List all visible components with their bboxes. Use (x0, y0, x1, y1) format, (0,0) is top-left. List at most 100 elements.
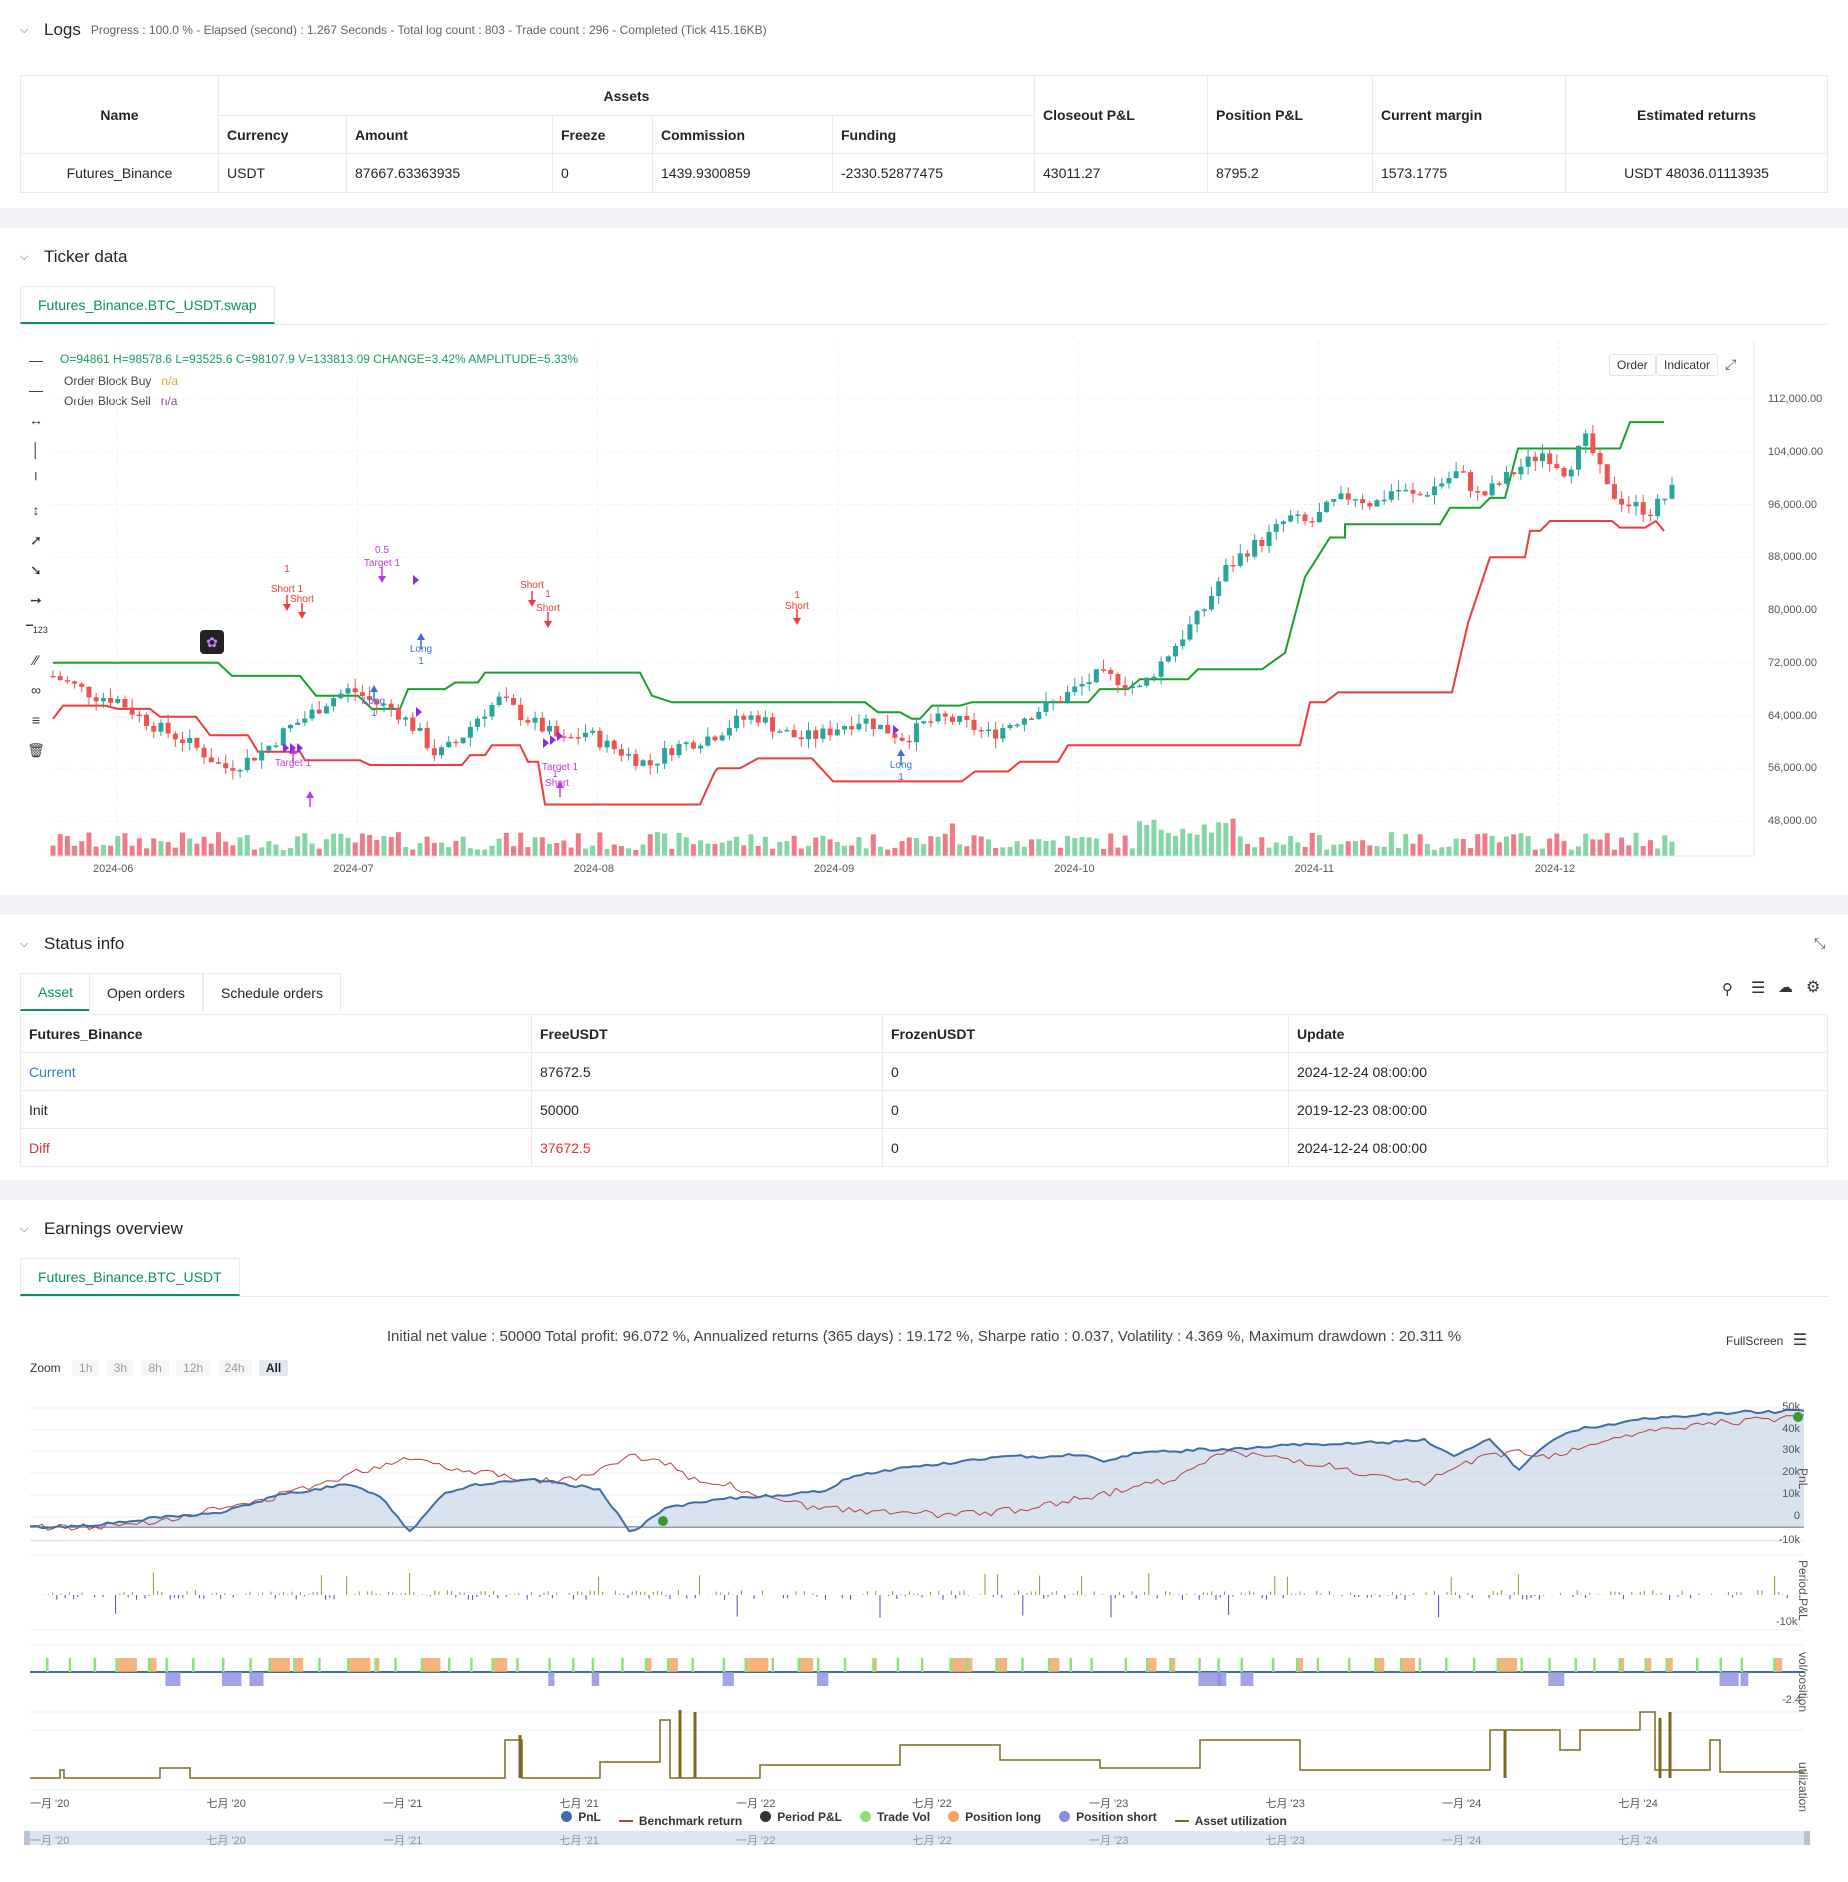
status-header[interactable]: ⌵ Status info (20, 934, 124, 954)
volume-bar (1316, 835, 1322, 856)
axis-title: PnL (1796, 1468, 1810, 1490)
cell-funding: -2330.52877475 (832, 153, 1035, 193)
extended-line-icon[interactable]: ➙ (30, 592, 42, 608)
trade-vol-bar (347, 1658, 350, 1672)
legend-order-block-buy[interactable]: Order Block Buy n/a (64, 371, 178, 391)
row-label-diff: Diff (20, 1128, 532, 1167)
ticker-header[interactable]: ⌵ Ticker data (20, 247, 127, 267)
logs-header[interactable]: ⌵ Logs Progress : 100.0 % - Elapsed (sec… (20, 20, 767, 40)
chevron-down-icon[interactable]: ⌵ (20, 1223, 29, 1235)
volume-bar (345, 837, 351, 856)
trade-vol-bar (1240, 1658, 1244, 1672)
legend-item[interactable]: Position short (1059, 1810, 1157, 1824)
price-label-icon[interactable]: ▔123 (26, 625, 48, 635)
axis-title: vol/position (1796, 1652, 1810, 1713)
pnl-area (30, 1409, 1804, 1532)
legend-label: Trade Vol (876, 1809, 931, 1824)
candle-body (1619, 498, 1625, 505)
volume-bar (1187, 833, 1193, 856)
tab-earnings-symbol[interactable]: Futures_Binance.BTC_USDT (20, 1258, 240, 1296)
expand-icon[interactable]: ⤢ (1725, 356, 1737, 372)
navigator-handle-left[interactable] (24, 1831, 30, 1845)
chevron-down-icon[interactable]: ⌵ (20, 24, 29, 36)
candle-body (1180, 639, 1186, 646)
ray-line-icon[interactable]: ➘ (30, 562, 42, 578)
collapse-icon[interactable]: ⤡ (1814, 935, 1826, 951)
trade-vol-bar (920, 1658, 924, 1672)
legend-item[interactable]: Benchmark return (618, 1814, 742, 1828)
navigator-handle-right[interactable] (1804, 1831, 1810, 1845)
position-short-block (1548, 1672, 1565, 1686)
tab-ticker-symbol[interactable]: Futures_Binance.BTC_USDT.swap (20, 286, 275, 324)
delete-icon[interactable]: 🗑 (27, 742, 45, 758)
horizontal-ray-icon[interactable]: — (29, 352, 43, 368)
candle-body (777, 731, 783, 733)
tab-schedule-orders[interactable]: Schedule orders (203, 973, 341, 1011)
volume-bar (690, 844, 696, 856)
order-button[interactable]: Order (1609, 354, 1656, 376)
arrow-line-icon[interactable]: ↔ (29, 412, 43, 428)
candle-body (1496, 483, 1502, 485)
zoom-1h[interactable]: 1h (72, 1360, 100, 1376)
row-label-current[interactable]: Current (20, 1052, 532, 1091)
cloud-download-icon[interactable]: ☁ (1778, 979, 1793, 996)
gear-icon[interactable]: ⚙ (1806, 979, 1821, 996)
candle-body (64, 680, 70, 682)
horizontal-line-icon[interactable]: ― (29, 382, 43, 398)
chevron-down-icon[interactable]: ⌵ (20, 251, 29, 263)
legend-item[interactable]: Asset utilization (1174, 1814, 1287, 1828)
chevron-down-icon[interactable]: ⌵ (20, 938, 29, 950)
zoom-3h[interactable]: 3h (106, 1360, 135, 1376)
time-tick: 一月 '24 (1442, 1798, 1482, 1810)
tab-open-orders[interactable]: Open orders (89, 973, 203, 1011)
volume-bar (913, 838, 919, 856)
position-short-block (1198, 1672, 1222, 1686)
candle-body (345, 688, 351, 694)
fullscreen-button[interactable]: FullScreen ☰ (1726, 1330, 1807, 1350)
earnings-header[interactable]: ⌵ Earnings overview (20, 1219, 183, 1239)
zoom-12h[interactable]: 12h (176, 1360, 211, 1376)
volume-bar (640, 844, 646, 856)
legend-item[interactable]: Position long (948, 1810, 1041, 1824)
search-icon[interactable]: ⚲ (1722, 981, 1733, 998)
fib-levels-icon[interactable]: ≡ (31, 712, 41, 728)
menu-icon[interactable]: ☰ (1792, 1332, 1808, 1349)
volume-bar (813, 837, 819, 856)
time-tick: 2024-10 (1054, 863, 1095, 875)
legend-item[interactable]: Period P&L (760, 1810, 842, 1824)
trade-vol-bar (1593, 1658, 1596, 1672)
candle-body (590, 730, 596, 733)
candle-body (280, 728, 286, 746)
indicator-button[interactable]: Indicator (1656, 354, 1719, 376)
volume-bar (892, 847, 898, 856)
trade-marker-label: Short (520, 580, 544, 591)
zoom-24h[interactable]: 24h (217, 1360, 252, 1376)
legend-item[interactable]: PnL (561, 1810, 601, 1824)
candle-body (1388, 491, 1394, 500)
list-icon[interactable]: ☰ (1751, 980, 1766, 997)
legend-order-block-sell[interactable]: Order Block Sell n/a (64, 391, 178, 411)
vertical-line-icon[interactable]: │ (31, 442, 41, 458)
cell-amount: 87667.63363935 (346, 153, 553, 193)
volume-bar (1093, 838, 1099, 856)
time-tick: 七月 '20 (206, 1798, 246, 1810)
fib-fan-icon[interactable]: ∞ (31, 682, 41, 698)
zoom-8h[interactable]: 8h (141, 1360, 169, 1376)
volume-bar (1453, 838, 1459, 856)
volume-bar (971, 835, 977, 856)
tab-asset[interactable]: Asset (20, 973, 92, 1011)
legend-item[interactable]: Trade Vol (859, 1809, 931, 1824)
vertical-ray-icon[interactable]: ╵ (31, 472, 41, 488)
volume-bar (230, 845, 236, 856)
volume-bar (575, 833, 581, 856)
trend-line-icon[interactable]: ➚ (30, 532, 42, 548)
vertical-segment-icon[interactable]: ↕ (32, 502, 40, 518)
volume-bar (1417, 834, 1423, 856)
candle-body (582, 732, 588, 738)
candle-body (1158, 661, 1164, 677)
trade-vol-bar (872, 1658, 875, 1672)
price-tick: 72,000.00 (1768, 656, 1817, 669)
parallel-channel-icon[interactable]: ∕∕ (33, 652, 39, 668)
trade-marker-label: Short (785, 601, 809, 612)
zoom-all[interactable]: All (258, 1360, 289, 1376)
